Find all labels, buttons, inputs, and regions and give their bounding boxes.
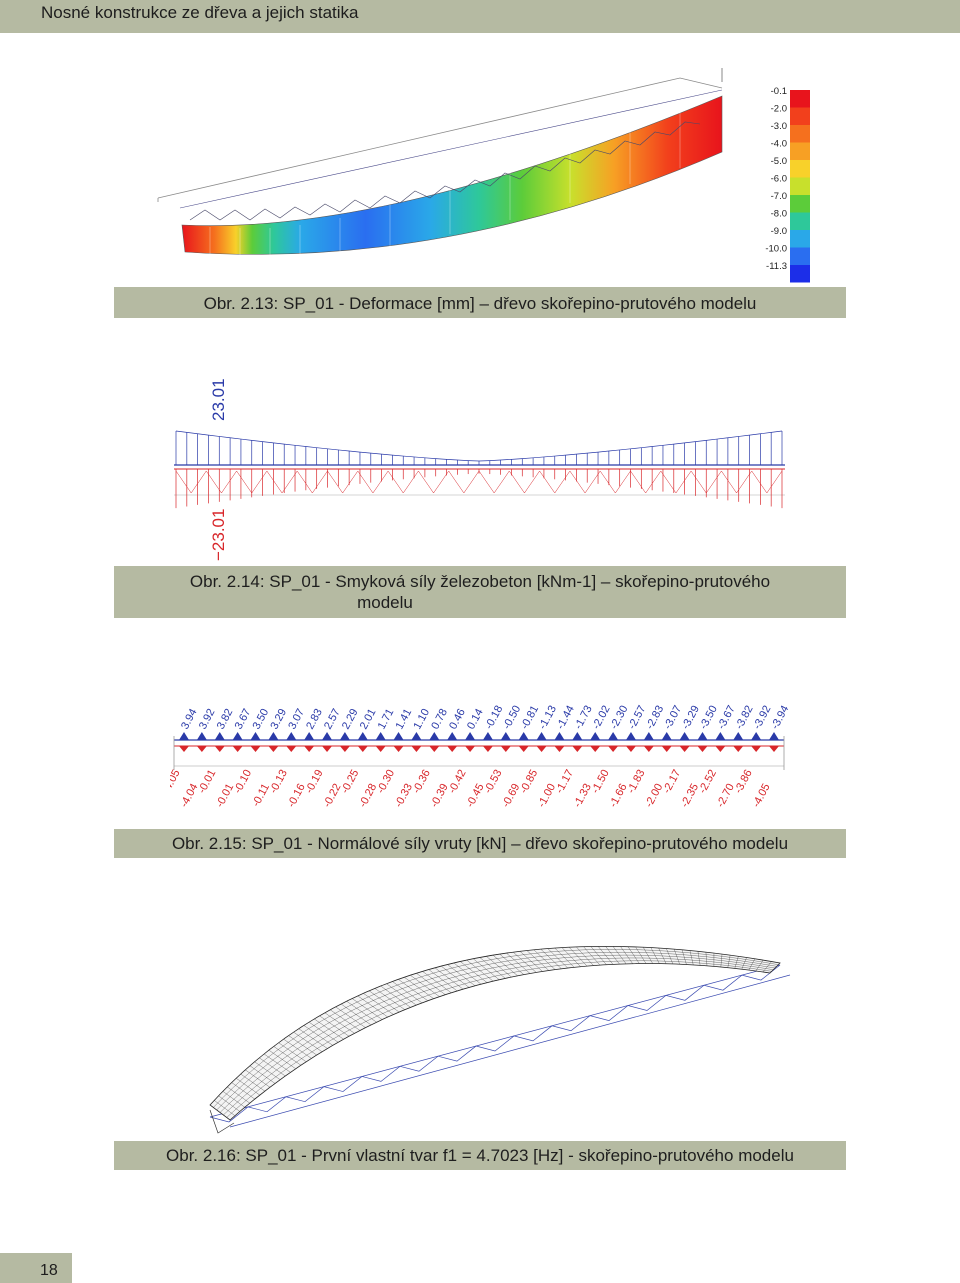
page-number: 18 — [40, 1262, 58, 1279]
legend-swatch — [790, 265, 810, 283]
legend-value: -0.1 — [771, 86, 787, 97]
legend-value: -11.3 — [766, 261, 787, 272]
bottom-force-label: -0.25 — [339, 768, 361, 796]
top-force-label: -3.94 — [769, 704, 790, 732]
bottom-force-label: -0.01 — [196, 768, 218, 796]
legend-value: -5.0 — [771, 156, 787, 167]
top-force-label: 2.57 — [322, 707, 343, 732]
top-force-label: 0.78 — [429, 707, 450, 732]
deformation-legend: -0.1 -2.0 -3.0 -4.0 -5.0 -6.0 -7.0 -8.0 -9.0 -10.… — [765, 86, 810, 283]
top-force-label: 3.94 — [179, 707, 200, 732]
top-force-label: 3.82 — [215, 707, 236, 732]
bottom-force-label: -4.05 — [750, 782, 772, 810]
figure-2-13-caption: Obr. 2.13: SP_01 - Deformace [mm] – dřev… — [114, 287, 846, 318]
legend-swatch — [790, 142, 810, 160]
top-force-label: 1.10 — [411, 707, 432, 732]
figure-2-16-caption: Obr. 2.16: SP_01 - První vlastní tvar f1… — [114, 1141, 846, 1170]
top-force-label: 1.41 — [394, 707, 415, 732]
legend-value: -9.0 — [771, 226, 787, 237]
bottom-force-label: -0.10 — [232, 768, 254, 796]
legend-swatch — [790, 230, 810, 248]
bottom-force-label: -0.13 — [268, 768, 290, 796]
legend-value: -3.0 — [771, 121, 787, 132]
legend-value: -10.0 — [765, 244, 787, 255]
figure-2-14-caption-line1: Obr. 2.14: SP_01 - Smyková síly železobe… — [189, 572, 771, 591]
bottom-force-label: -2.17 — [661, 768, 683, 796]
page-number-box — [0, 1253, 72, 1283]
bottom-force-label: -0.36 — [411, 768, 433, 796]
figure-2-16-eigenmode — [209, 946, 791, 1134]
bottom-force-label: -0.85 — [518, 768, 540, 796]
top-force-label: 1.71 — [376, 707, 397, 732]
top-force-label: 2.83 — [304, 707, 325, 732]
running-header — [0, 0, 960, 33]
legend-value: -2.0 — [771, 104, 787, 115]
figure-2-14-shear-forces: 23.01 −23.01 — [174, 378, 785, 561]
bottom-force-label: -2.52 — [697, 768, 719, 796]
figure-2-14-caption: Obr. 2.14: SP_01 - Smyková síly železobe… — [114, 566, 846, 618]
legend-value: -7.0 — [771, 191, 787, 202]
top-force-label: 3.07 — [286, 707, 307, 732]
top-force-label: 2.01 — [358, 707, 379, 732]
figure-2-14-caption-line2: modelu — [357, 593, 413, 612]
top-force-label: 3.92 — [197, 707, 218, 732]
bottom-force-label: -3.86 — [732, 768, 754, 796]
bottom-force-label: -0.19 — [303, 768, 325, 796]
top-force-label: 3.29 — [268, 707, 289, 732]
legend-swatch — [790, 90, 810, 108]
top-force-label: 0.46 — [447, 707, 468, 732]
legend-swatch — [790, 177, 810, 195]
bottom-force-label: -0.42 — [446, 768, 468, 796]
legend-swatch — [790, 160, 810, 178]
legend-swatch — [790, 125, 810, 143]
shear-min-label: −23.01 — [209, 509, 228, 561]
shear-max-label: 23.01 — [209, 378, 228, 421]
bottom-force-label: -4.05 — [170, 768, 183, 796]
figure-2-15-normal-forces: 3.943.923.823.673.503.293.072.832.572.29… — [170, 704, 790, 810]
running-header-title: Nosné konstrukce ze dřeva a jejich stati… — [41, 3, 359, 22]
top-force-label: 2.29 — [340, 707, 361, 732]
figure-2-13-deformation: -0.1 -2.0 -3.0 -4.0 -5.0 -6.0 -7.0 -8.0 -9.0 -10.… — [157, 68, 810, 283]
bottom-force-label: -1.50 — [589, 768, 611, 796]
figure-2-15-caption: Obr. 2.15: SP_01 - Normálové síly vruty … — [114, 829, 846, 858]
top-force-label: 0.14 — [465, 707, 486, 732]
bottom-force-label: -1.83 — [625, 768, 647, 796]
legend-swatch — [790, 212, 810, 230]
legend-value: -4.0 — [771, 139, 787, 150]
legend-value: -6.0 — [771, 174, 787, 185]
legend-value: -8.0 — [771, 209, 787, 220]
top-force-label: 3.50 — [251, 707, 272, 732]
legend-swatch — [790, 247, 810, 265]
bottom-force-label: -1.17 — [554, 768, 576, 796]
bottom-force-label: -0.53 — [482, 768, 504, 796]
legend-swatch — [790, 107, 810, 125]
bottom-force-label: -0.30 — [375, 768, 397, 796]
top-force-label: 3.67 — [233, 707, 254, 732]
legend-swatch — [790, 195, 810, 213]
